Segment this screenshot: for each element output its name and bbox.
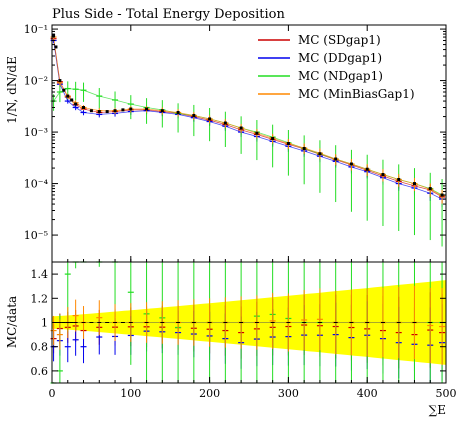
main-plot-frame [51, 24, 447, 263]
series-line [53, 40, 443, 200]
x-tick-label: 300 [278, 387, 299, 400]
ratio-tick-label: 0.8 [31, 341, 49, 354]
ratio-tick-label: 0.6 [31, 365, 49, 378]
data-point [160, 109, 164, 113]
data-point [271, 137, 275, 141]
ratio-tick-label: 1.2 [31, 292, 49, 305]
legend: MC (SDgap1) MC (DDgap1) MC (NDgap1) MC (Min… [258, 33, 415, 101]
data-point [223, 121, 227, 125]
y-tick-label: 10⁻⁵ [24, 229, 48, 242]
data-point [428, 187, 432, 191]
legend-entry: MC (NDgap1) [298, 69, 383, 83]
x-axis-label: ∑E [429, 403, 446, 417]
data-point [113, 109, 117, 113]
data-point [208, 117, 212, 121]
data-points [51, 34, 445, 323]
data-point [58, 79, 62, 83]
y-axis-label: 1/N, dN/dE [5, 56, 19, 124]
legend-entry: MC (MinBiasGap1) [298, 87, 415, 101]
data-point [176, 110, 180, 114]
uncertainty-band [52, 280, 446, 365]
data-point [440, 193, 444, 197]
ratio-tick-label: 1 [41, 317, 48, 330]
y-tick-label: 10⁻¹ [24, 23, 48, 36]
data-point [70, 98, 74, 102]
data-point [129, 107, 133, 111]
data-point [105, 110, 109, 114]
data-point [97, 110, 101, 114]
y-tick-label: 10⁻³ [24, 126, 48, 139]
data-point [318, 152, 322, 156]
data-point [286, 142, 290, 145]
data-point [52, 34, 56, 38]
data-point [192, 113, 196, 117]
ratio-axis-label: MC/data [5, 296, 19, 348]
data-point [66, 94, 70, 98]
chart-title: Plus Side - Total Energy Deposition [52, 7, 285, 22]
data-point [334, 157, 338, 161]
x-tick-label: 200 [199, 387, 220, 400]
data-point [62, 88, 66, 92]
series-line [53, 37, 443, 197]
data-point [82, 106, 86, 110]
data-point [145, 107, 149, 111]
ratio-tick-label: 1.4 [31, 268, 49, 281]
x-tick-label: 0 [49, 387, 56, 400]
data-point [349, 162, 353, 166]
data-point [397, 177, 401, 181]
data-point [381, 173, 385, 177]
legend-entry: MC (DDgap1) [298, 51, 382, 65]
data-point [302, 146, 306, 150]
data-point [74, 102, 78, 106]
data-point [89, 109, 93, 113]
data-point [239, 126, 243, 130]
data-point [365, 167, 369, 171]
x-tick-label: 400 [357, 387, 378, 400]
x-tick-label: 100 [120, 387, 141, 400]
y-tick-label: 10⁻⁴ [24, 178, 49, 191]
data-point [255, 131, 259, 135]
axis-ticks: 0 100 200 300 400 500 10⁻⁵ 10⁻⁴ 10⁻³ 10⁻² 10⁻¹ 0.6 0… [24, 23, 457, 400]
data-point [412, 182, 416, 186]
legend-entry: MC (SDgap1) [298, 33, 381, 47]
data-point [54, 45, 58, 49]
data-point [121, 108, 125, 112]
y-tick-label: 10⁻² [24, 75, 48, 88]
series-line [53, 88, 443, 196]
x-tick-label: 500 [436, 387, 457, 400]
